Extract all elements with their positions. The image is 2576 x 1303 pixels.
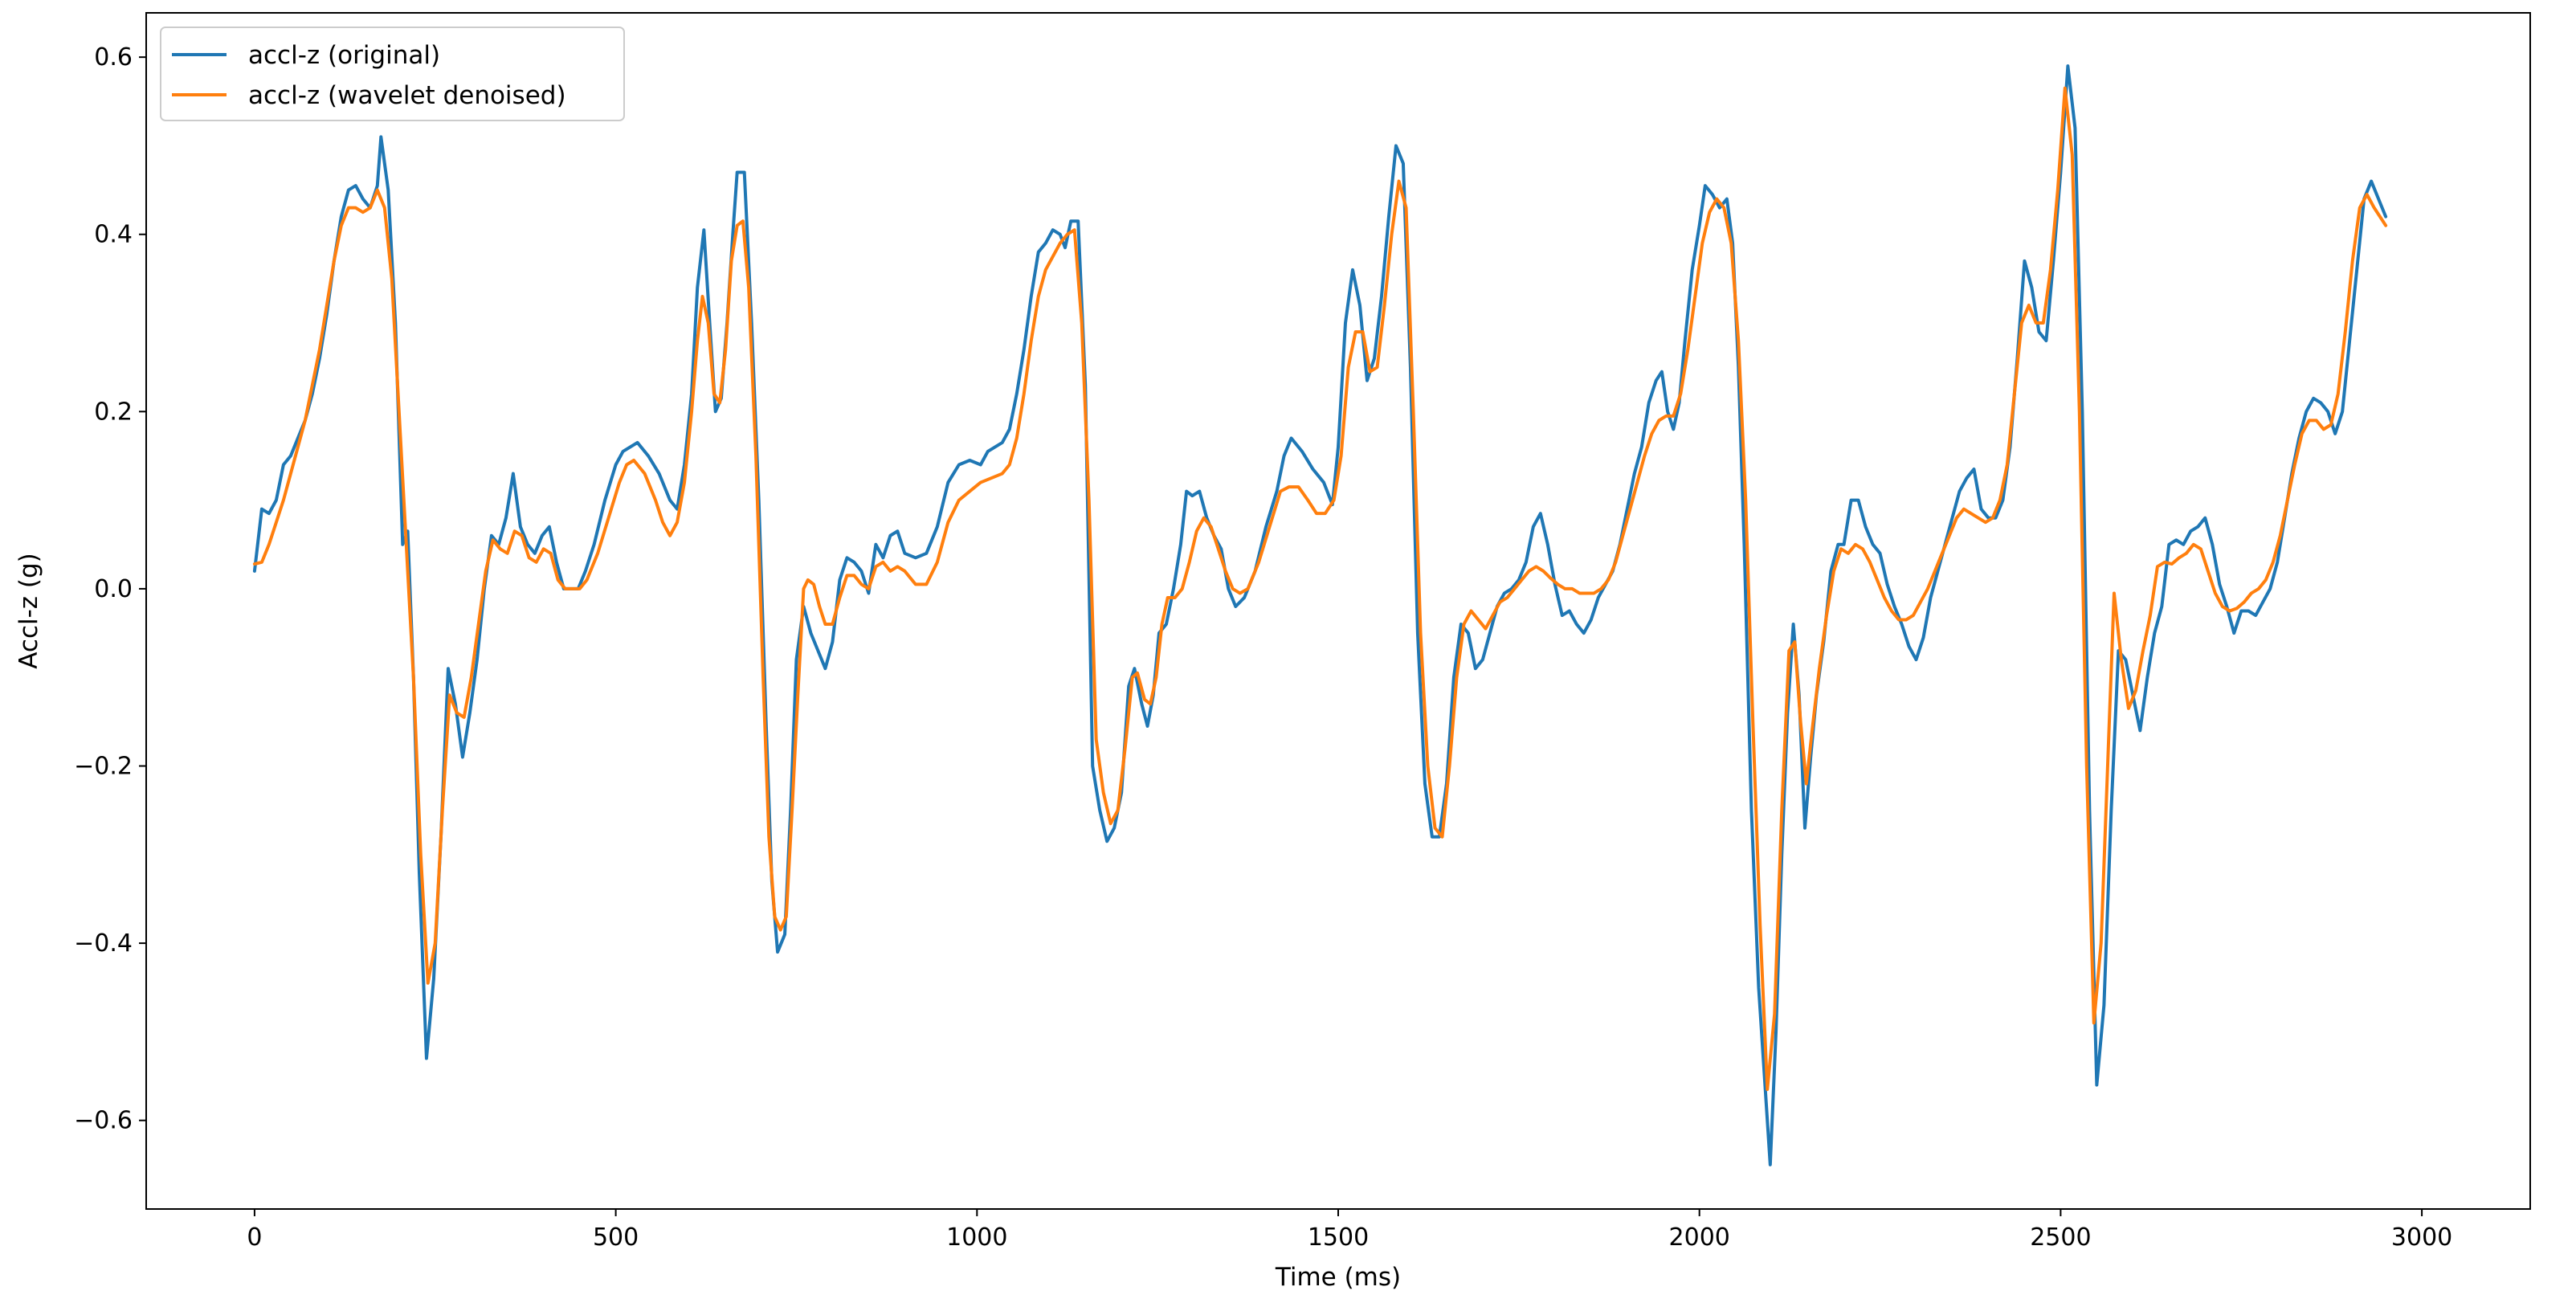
x-tick-label: 3000 [2391, 1223, 2452, 1252]
series-line-original [252, 64, 2388, 1166]
x-tick-label: 1500 [1308, 1223, 1369, 1252]
y-axis: −0.6 −0.4 −0.2 0.0 0.2 0.4 0.6 [74, 43, 146, 1135]
y-axis-label: Accl-z (g) [14, 553, 43, 669]
series-line-wavelet-denoised [252, 86, 2388, 1092]
x-tick-label: 2500 [2030, 1223, 2091, 1252]
y-tick-label: −0.2 [74, 753, 133, 781]
x-axis: 0 500 1000 1500 2000 2500 3000 [247, 1209, 2452, 1252]
legend: accl-z (original) accl-z (wavelet denois… [160, 27, 625, 121]
y-tick-label: −0.4 [74, 929, 133, 958]
x-tick-label: 2000 [1669, 1223, 1730, 1252]
y-tick-label: −0.6 [74, 1107, 133, 1135]
y-tick-label: 0.2 [94, 398, 133, 426]
y-tick-label: 0.4 [94, 221, 133, 249]
y-tick-label: 0.0 [94, 575, 133, 603]
legend-label-wavelet-denoised: accl-z (wavelet denoised) [248, 81, 566, 110]
legend-label-original: accl-z (original) [248, 41, 440, 70]
legend-box [160, 27, 625, 121]
x-tick-label: 1000 [946, 1223, 1007, 1252]
x-tick-label: 0 [247, 1223, 262, 1252]
x-tick-label: 500 [593, 1223, 639, 1252]
y-tick-label: 0.6 [94, 43, 133, 71]
series-layer [252, 64, 2388, 1166]
x-axis-label: Time (ms) [1275, 1263, 1401, 1292]
